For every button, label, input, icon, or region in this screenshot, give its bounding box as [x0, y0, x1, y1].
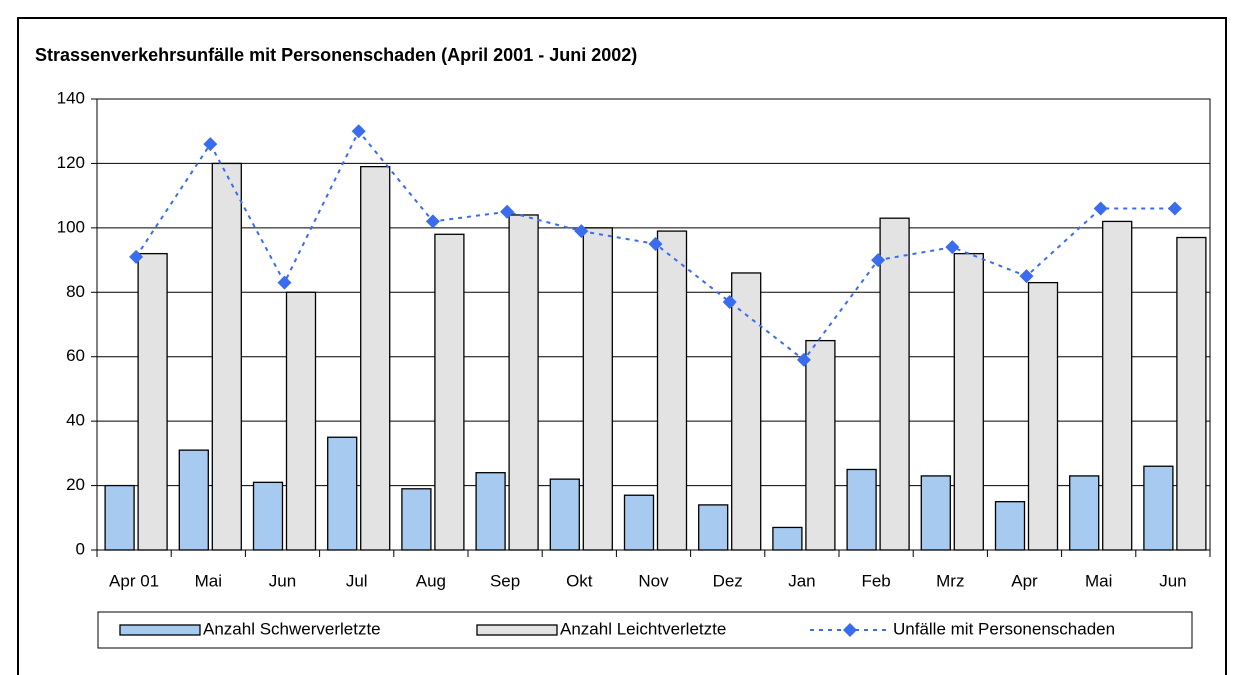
x-tick-label: Jun [269, 571, 296, 590]
x-tick-label: Sep [490, 571, 520, 590]
x-tick-label: Apr 01 [109, 571, 159, 590]
x-tick-label: Jan [788, 571, 815, 590]
bar [623, 494, 655, 551]
marker [1019, 269, 1034, 284]
x-tick-label: Okt [566, 571, 593, 590]
x-tick-label: Mai [1085, 571, 1112, 590]
bar [508, 214, 539, 551]
x-tick-label: Aug [416, 571, 446, 590]
marker [277, 275, 292, 290]
legend-label: Anzahl Schwerverletzte [203, 619, 381, 638]
marker [648, 236, 663, 251]
bar [401, 488, 432, 551]
y-tick-label: 0 [76, 539, 85, 558]
bar [549, 478, 580, 551]
bar [252, 481, 284, 551]
bar [178, 449, 209, 551]
bar [1027, 281, 1059, 551]
y-tick-label: 140 [57, 88, 85, 107]
x-tick-label: Feb [861, 571, 890, 590]
legend [97, 611, 1193, 649]
x-tick-label: Nov [638, 571, 669, 590]
bar [137, 252, 168, 551]
x-tick-label: Mai [195, 571, 222, 590]
marker [722, 294, 737, 309]
legend-swatch [119, 624, 201, 636]
x-tick-label: Mrz [936, 571, 964, 590]
y-tick-label: 120 [57, 153, 85, 172]
y-tick-label: 60 [66, 346, 85, 365]
bar [327, 436, 358, 551]
bar [1176, 236, 1207, 551]
bar [475, 472, 506, 551]
x-tick-label: Dez [713, 571, 743, 590]
x-tick-label: Apr [1011, 571, 1038, 590]
bar [1102, 220, 1133, 551]
y-tick-label: 20 [66, 475, 85, 494]
marker [500, 204, 515, 219]
bar [1069, 475, 1100, 551]
bar [805, 339, 836, 551]
bar [953, 252, 984, 551]
bar [994, 501, 1026, 551]
bar [434, 233, 465, 551]
x-tick-label: Jun [1159, 571, 1186, 590]
legend-marker [843, 623, 857, 637]
y-tick-label: 80 [66, 282, 85, 301]
legend-label: Anzahl Leichtverletzte [560, 619, 726, 638]
bar [285, 291, 317, 551]
legend-swatch [476, 624, 558, 636]
bar [879, 217, 910, 551]
chart-title: Strassenverkehrsunfälle mit Personenscha… [35, 45, 637, 65]
y-tick-label: 40 [66, 411, 85, 430]
marker [1093, 201, 1108, 216]
bar [360, 165, 391, 551]
frame [17, 17, 1227, 675]
bar [772, 526, 803, 551]
marker [574, 224, 589, 239]
marker [945, 240, 960, 255]
marker [871, 253, 886, 268]
bar [698, 504, 729, 551]
marker [425, 214, 440, 229]
bar [846, 468, 877, 551]
bar [104, 484, 135, 551]
bar [1143, 465, 1174, 551]
bar [920, 475, 951, 551]
legend-label: Unfälle mit Personenschaden [893, 619, 1115, 638]
bar [582, 227, 613, 551]
bar [211, 162, 242, 551]
marker [1167, 201, 1182, 216]
marker [351, 124, 366, 139]
marker [203, 137, 218, 152]
y-tick-label: 100 [57, 217, 85, 236]
bar [656, 230, 688, 551]
marker [129, 249, 144, 264]
x-tick-label: Jul [346, 571, 368, 590]
bar [731, 272, 762, 551]
marker [796, 352, 811, 367]
